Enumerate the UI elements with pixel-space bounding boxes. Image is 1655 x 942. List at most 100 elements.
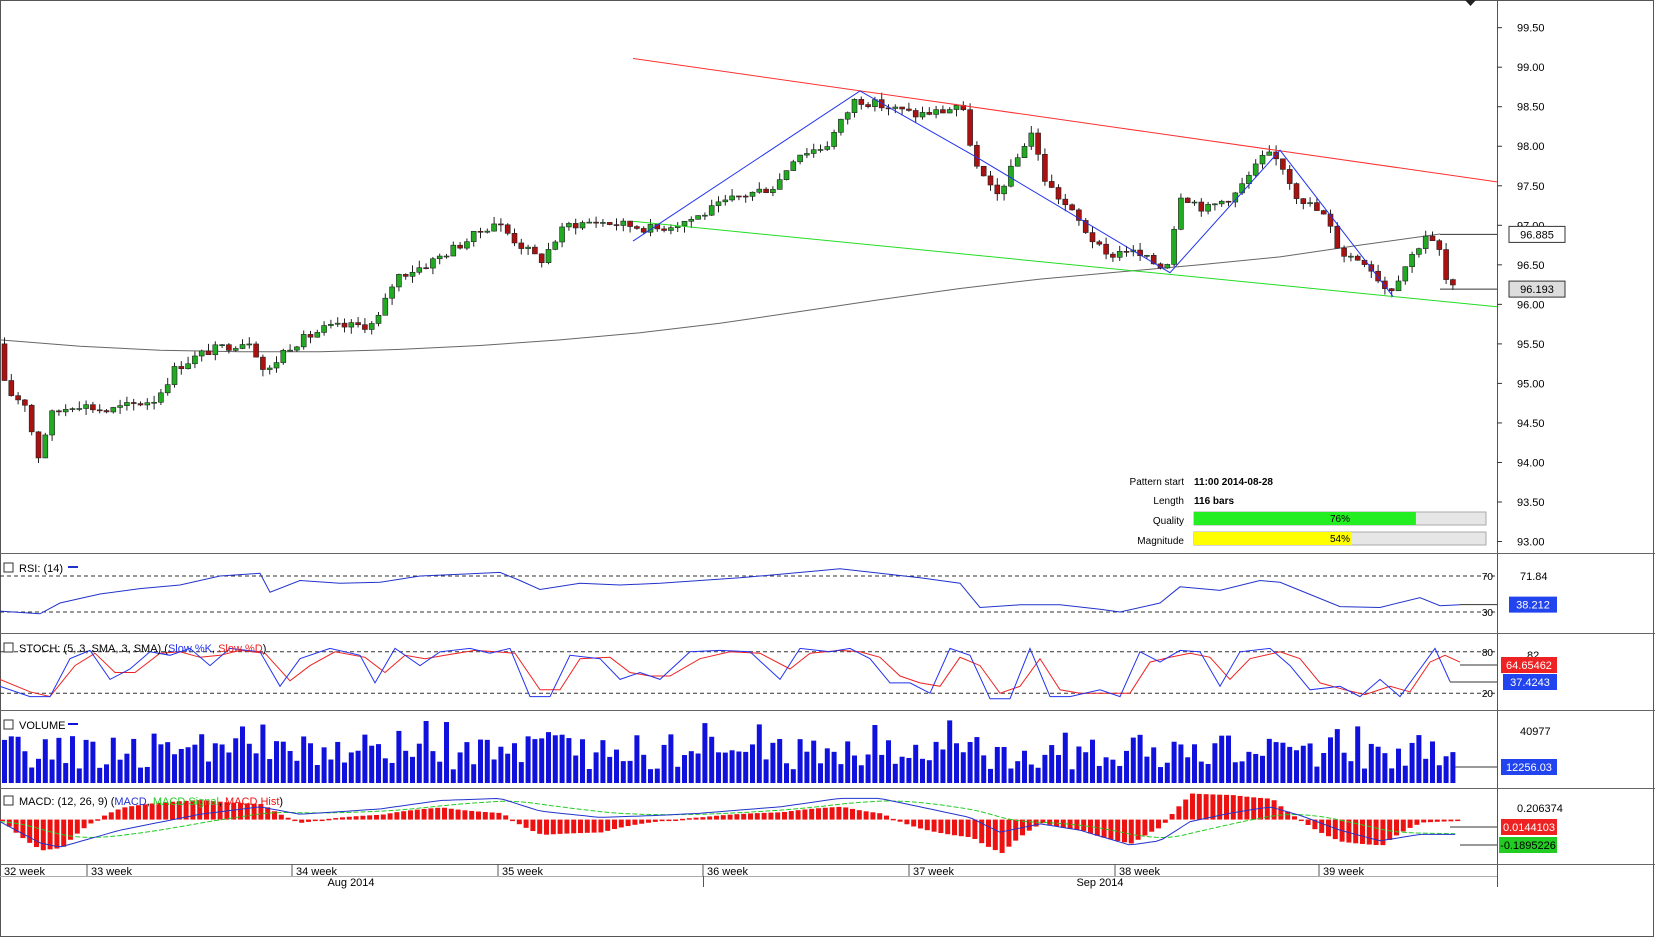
- candle-body: [538, 253, 545, 263]
- candle-body: [409, 271, 416, 277]
- stoch-title: STOCH: (5, 3, SMA, 3, SMA) (Slow %K, Slo…: [19, 643, 266, 655]
- macd-hist-bar: [482, 812, 488, 820]
- volume-bar: [818, 763, 823, 783]
- week-label: 35 week: [502, 866, 543, 878]
- y-tick-label: 97.50: [1517, 181, 1545, 193]
- macd-hist-bar: [625, 819, 631, 827]
- macd-hist-bar: [571, 819, 577, 834]
- volume-bar: [1239, 761, 1245, 783]
- candle-body: [940, 109, 946, 114]
- volume-bar: [1382, 753, 1388, 783]
- candle-body: [185, 363, 191, 369]
- candle-body: [865, 104, 871, 107]
- volume-bar: [212, 743, 218, 783]
- stoch-toggle-icon: [3, 642, 14, 653]
- candle-body: [457, 244, 463, 249]
- volume-bar: [1192, 744, 1197, 783]
- candle-body: [668, 227, 674, 231]
- macd-hist-bar: [612, 819, 617, 830]
- volume-bar: [960, 752, 966, 783]
- macd-hist-bar: [47, 819, 53, 850]
- macd-hist-bar: [931, 819, 937, 832]
- candle-body: [1382, 280, 1388, 289]
- candle-body: [1416, 248, 1422, 255]
- macd-hist-bar: [1054, 819, 1059, 827]
- volume-bar: [505, 753, 511, 783]
- volume-bar: [1022, 750, 1027, 783]
- rsi-current-box: [1509, 596, 1557, 613]
- macd-hist-bar: [829, 807, 835, 820]
- volume-bar: [1035, 767, 1041, 783]
- candle-body: [246, 343, 253, 346]
- volume-bar: [620, 761, 626, 783]
- candle-body: [504, 224, 511, 234]
- volume-bar: [1368, 743, 1374, 783]
- volume-bar: [1402, 765, 1408, 783]
- candle-body: [906, 108, 912, 111]
- volume-bar: [389, 762, 395, 783]
- candle-body: [328, 323, 334, 326]
- macd-hist-bar: [1346, 819, 1352, 843]
- volume-bar: [1110, 759, 1116, 783]
- macd-hist-bar: [448, 808, 454, 820]
- candle-body: [1089, 232, 1096, 243]
- volume-bar: [49, 759, 55, 783]
- stoch-level-label: 80: [1482, 648, 1494, 659]
- volume-bar: [1008, 768, 1014, 783]
- volume-bar: [1171, 741, 1177, 783]
- volume-bar: [695, 753, 701, 783]
- volume-bar: [797, 739, 803, 783]
- macd-hist-bar: [652, 819, 658, 822]
- volume-bar: [376, 744, 381, 783]
- candle-body: [926, 112, 933, 115]
- candle-body: [1429, 235, 1436, 241]
- macd-hist-bar: [231, 802, 237, 820]
- macd-hist-bar: [34, 819, 39, 848]
- macd-hist-bar: [1074, 819, 1080, 830]
- macd-hist-bar: [1455, 819, 1461, 822]
- magnitude-fill: [1194, 532, 1352, 545]
- stoch-d-current-box: [1501, 657, 1557, 673]
- volume-bar: [872, 725, 878, 783]
- volume-bar: [614, 749, 619, 783]
- macd-hist-bar: [190, 800, 196, 820]
- volume-bar: [382, 758, 388, 783]
- candle-body: [1110, 253, 1116, 258]
- volume-bar: [233, 738, 239, 783]
- candle-body: [681, 220, 688, 227]
- macd-hist-bar: [163, 802, 169, 820]
- candle-body: [341, 322, 348, 328]
- candle-body: [1388, 288, 1395, 292]
- macd-hist-bar: [503, 815, 509, 820]
- y-tick-label: 93.00: [1517, 537, 1545, 549]
- candle-body: [1205, 204, 1211, 212]
- macd-hist-bar: [938, 819, 944, 834]
- volume-bar: [750, 744, 755, 783]
- macd-hist-bar: [707, 816, 713, 820]
- stoch-k-line: [0, 647, 1451, 700]
- volume-bar: [852, 755, 857, 783]
- volume-bar: [1049, 745, 1055, 783]
- candle-body: [56, 410, 62, 413]
- volume-bar: [933, 741, 939, 783]
- candle-body: [953, 104, 960, 110]
- candle-body: [1164, 264, 1171, 269]
- macd-hist-bar: [6, 819, 12, 827]
- macd-hist-bar: [720, 815, 726, 820]
- volume-bar: [954, 743, 959, 783]
- volume-bar: [743, 751, 749, 783]
- volume-bar: [138, 767, 143, 783]
- candle-body: [1069, 204, 1075, 211]
- volume-bar: [879, 754, 885, 783]
- macd-hist-bar: [1128, 819, 1134, 844]
- volume-bar: [464, 742, 470, 783]
- quality-label: Quality: [1153, 516, 1184, 527]
- macd-hist-bar: [686, 818, 692, 820]
- candle-body: [110, 407, 117, 413]
- macd-hist-bar: [945, 819, 951, 835]
- candle-body: [817, 149, 824, 151]
- macd-hist-bar: [1203, 794, 1209, 820]
- candle-body: [144, 402, 151, 406]
- candle-body: [1273, 151, 1279, 160]
- candle-body: [396, 274, 402, 288]
